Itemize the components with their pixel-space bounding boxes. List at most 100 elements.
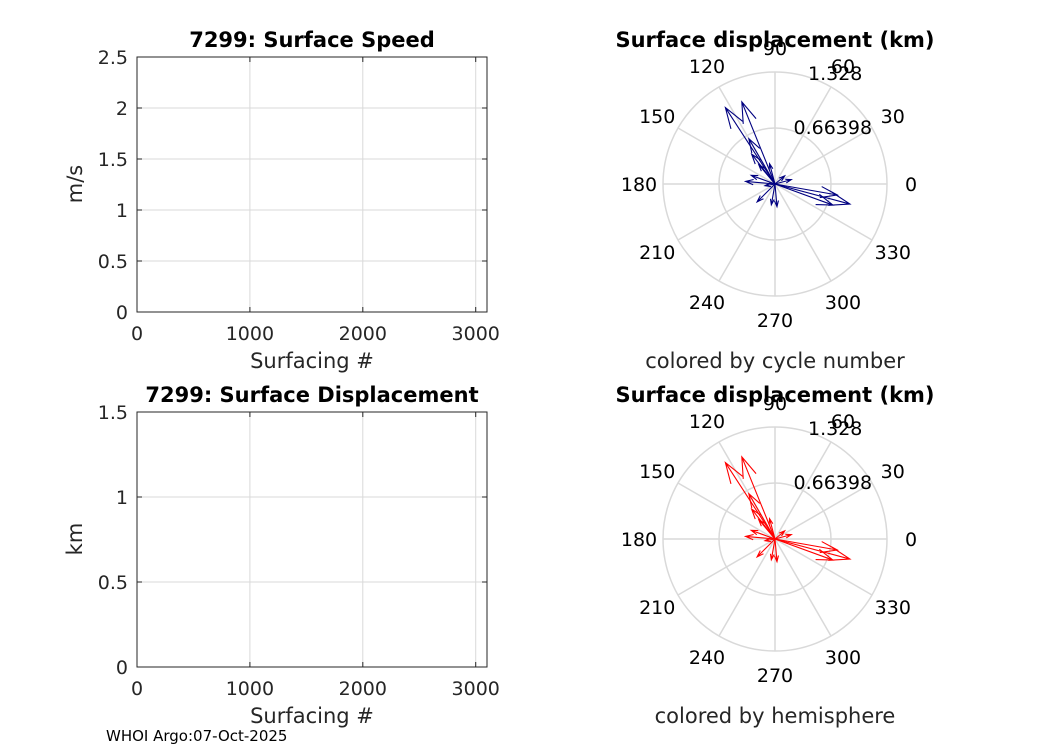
polar-hemisphere-angle-label: 240 — [689, 647, 725, 669]
polar-cycle-chart: Surface displacement (km) colored by cyc… — [615, 28, 934, 373]
speed-chart: 7299: Surface Speed Surfacing # m/s 0 100… — [63, 28, 500, 373]
polar-cycle-title: Surface displacement (km) — [615, 28, 934, 52]
polar-cycle-vector-arrow — [774, 183, 835, 206]
polar-hemisphere-plot: 0 30 60 90 120 150 180 210 240 270 300 330 0.66398 1.… — [621, 393, 917, 687]
polar-hemisphere-angle-label: 180 — [621, 529, 657, 551]
speed-plot-area — [137, 57, 487, 312]
speed-y-tick-label: 1 — [116, 200, 128, 222]
speed-y-tick-label: 1.5 — [98, 149, 128, 171]
polar-hemisphere-spoke — [677, 482, 776, 540]
displacement-chart-xlabel: Surfacing # — [250, 704, 374, 728]
polar-hemisphere-vector-arrow — [747, 492, 776, 540]
polar-hemisphere-angle-label: 120 — [689, 411, 725, 433]
polar-hemisphere-spoke — [718, 538, 776, 637]
polar-hemisphere-angle-label: 150 — [639, 461, 675, 483]
speed-x-tick-label: 2000 — [339, 323, 387, 345]
displacement-x-tick-label: 0 — [131, 678, 143, 700]
polar-cycle-plot: 0 30 60 90 120 150 180 210 240 270 300 330 0.66398 1.… — [621, 38, 917, 332]
displacement-y-tick-label: 0.5 — [98, 572, 128, 594]
polar-hemisphere-angle-label: 270 — [757, 665, 793, 687]
displacement-axes-box — [136, 411, 488, 668]
polar-hemisphere-chart: Surface displacement (km) colored by hem… — [615, 383, 934, 728]
polar-hemisphere-angle-label: 60 — [831, 411, 855, 433]
displacement-y-tick-label: 1.5 — [98, 402, 128, 424]
polar-cycle-angle-label: 240 — [689, 292, 725, 314]
polar-hemisphere-vector-arrow — [757, 518, 776, 540]
displacement-chart-ylabel: km — [63, 523, 87, 556]
polar-hemisphere-caption: colored by hemisphere — [655, 704, 896, 728]
speed-x-tick-label: 3000 — [452, 323, 500, 345]
speed-y-tick-label: 2.5 — [98, 47, 128, 69]
displacement-x-tick-label: 2000 — [339, 678, 387, 700]
polar-cycle-vector-arrow — [757, 163, 776, 185]
polar-hemisphere-angle-label: 30 — [881, 461, 905, 483]
polar-cycle-spoke — [677, 183, 776, 241]
polar-cycle-spoke — [774, 86, 832, 185]
speed-chart-title: 7299: Surface Speed — [189, 28, 435, 52]
polar-cycle-angle-label: 60 — [831, 56, 855, 78]
polar-hemisphere-angle-label: 210 — [639, 597, 675, 619]
polar-hemisphere-angle-label: 0 — [905, 529, 917, 551]
speed-y-tick-label: 2 — [116, 98, 128, 120]
speed-chart-ylabel: m/s — [63, 165, 87, 203]
polar-cycle-vector-arrow — [774, 183, 840, 199]
polar-cycle-spoke — [677, 127, 776, 185]
displacement-plot-area — [137, 412, 487, 667]
polar-hemisphere-spoke — [774, 538, 873, 596]
footer-stamp: WHOI Argo:07-Oct-2025 — [106, 727, 287, 745]
polar-cycle-vector-arrow — [773, 183, 779, 209]
displacement-x-tick-label: 1000 — [226, 678, 274, 700]
polar-cycle-angle-label: 270 — [757, 310, 793, 332]
polar-cycle-vector-arrow — [769, 183, 776, 207]
polar-cycle-ring-label: 0.66398 — [793, 117, 872, 139]
polar-hemisphere-vector-arrow — [741, 455, 776, 540]
polar-cycle-caption: colored by cycle number — [645, 349, 905, 373]
displacement-chart-title: 7299: Surface Displacement — [145, 383, 478, 407]
speed-y-tick-label: 0.5 — [98, 251, 128, 273]
polar-cycle-vector-arrow — [749, 174, 776, 185]
polar-cycle-vector-arrow — [755, 183, 776, 204]
polar-cycle-vector-arrow — [763, 182, 776, 188]
speed-y-tick-label: 0 — [116, 302, 128, 324]
displacement-axes: 0 1000 2000 3000 0 0.5 1 1.5 — [98, 402, 500, 700]
polar-hemisphere-vector-arrow — [774, 529, 787, 540]
polar-cycle-angle-label: 300 — [825, 292, 861, 314]
polar-cycle-spoke — [774, 183, 873, 241]
displacement-chart: 7299: Surface Displacement Surfacing # k… — [63, 383, 500, 728]
polar-hemisphere-vector-arrow — [774, 538, 835, 561]
polar-cycle-spoke — [774, 127, 873, 185]
polar-hemisphere-vector-arrow — [763, 537, 776, 543]
polar-cycle-angle-label: 330 — [875, 242, 911, 264]
polar-cycle-vector-arrow — [774, 174, 787, 185]
polar-cycle-ring-label: 1.328 — [808, 63, 862, 85]
displacement-y-tick-label: 1 — [116, 487, 128, 509]
polar-cycle-vector-arrow — [768, 161, 776, 185]
polar-hemisphere-vector-arrow — [774, 538, 852, 561]
speed-axes-box — [136, 56, 488, 313]
polar-hemisphere-spoke — [774, 482, 873, 540]
polar-hemisphere-angle-label: 300 — [825, 647, 861, 669]
speed-chart-xlabel: Surfacing # — [250, 349, 374, 373]
polar-cycle-angle-label: 0 — [905, 174, 917, 196]
speed-axes: 0 1000 2000 3000 0 0.5 1 1.5 2 2.5 — [98, 47, 500, 345]
polar-hemisphere-vector-arrow — [769, 538, 776, 562]
polar-cycle-vector-arrow — [774, 183, 852, 206]
polar-cycle-angle-label: 120 — [689, 56, 725, 78]
polar-hemisphere-ring-label: 0.66398 — [793, 472, 872, 494]
polar-hemisphere-title: Surface displacement (km) — [615, 383, 934, 407]
polar-hemisphere-vector-arrow — [774, 533, 793, 540]
displacement-x-tick-label: 3000 — [452, 678, 500, 700]
polar-cycle-angle-label: 90 — [763, 38, 787, 60]
polar-hemisphere-spoke — [774, 538, 832, 637]
polar-hemisphere-vector-arrow — [768, 516, 776, 540]
polar-hemisphere-angle-label: 90 — [763, 393, 787, 415]
polar-hemisphere-vector-arrow — [773, 538, 779, 564]
polar-cycle-vector-arrow — [741, 100, 776, 185]
speed-x-tick-label: 1000 — [226, 323, 274, 345]
speed-x-tick-label: 0 — [131, 323, 143, 345]
polar-cycle-vector-arrow — [774, 178, 793, 185]
polar-hemisphere-vector-arrow — [749, 529, 776, 540]
polar-cycle-angle-label: 30 — [881, 106, 905, 128]
polar-hemisphere-vector-arrow — [755, 538, 776, 559]
